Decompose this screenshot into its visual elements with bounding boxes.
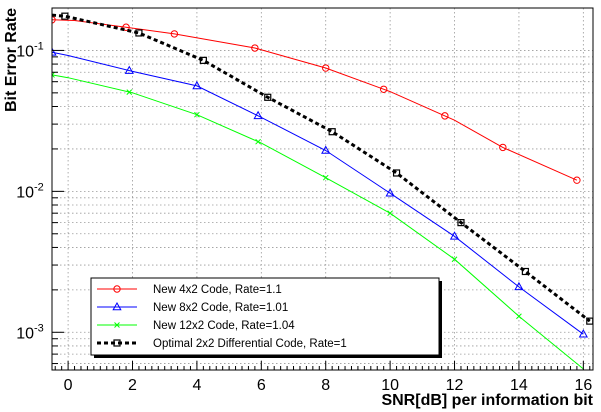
- data-point-x-stroke: [52, 72, 55, 76]
- data-point-triangle: [385, 188, 395, 197]
- x-tick-label: 14: [510, 377, 528, 394]
- data-point-circle: [113, 285, 121, 293]
- data-point-square: [521, 267, 529, 276]
- data-point-square: [135, 29, 143, 37]
- legend-label: New 4x2 Code, Rate=1.1: [153, 284, 282, 296]
- data-point-x-stroke: [126, 89, 133, 95]
- series: [52, 12, 593, 325]
- data-point-x: [387, 210, 393, 217]
- data-point-triangle: [124, 65, 134, 74]
- legend-label: New 8x2 Code, Rate=1.01: [153, 302, 288, 314]
- data-point-square: [264, 93, 272, 101]
- legend-entry: New 12x2 Code, Rate=1.04: [97, 320, 295, 332]
- data-point-x-stroke: [52, 74, 55, 78]
- data-point-triangle: [192, 80, 202, 90]
- y-axis-title: Bit Error Rate: [3, 8, 20, 112]
- grid: [52, 7, 593, 370]
- legend-entry: Optimal 2x2 Differential Code, Rate=1: [97, 338, 347, 350]
- data-point-triangle: [112, 301, 122, 311]
- data-point-x: [322, 174, 329, 181]
- data-point-triangle: [449, 231, 460, 240]
- data-point-x: [516, 313, 522, 320]
- data-point-circle: [441, 112, 449, 120]
- x-tick-label: 0: [64, 377, 73, 394]
- y-tick-label: 10: [16, 184, 34, 201]
- legend-label: New 12x2 Code, Rate=1.04: [153, 320, 295, 332]
- series: [52, 47, 588, 338]
- data-point-circle: [170, 30, 179, 38]
- data-point-x-stroke: [114, 322, 120, 328]
- data-point-square: [113, 339, 121, 347]
- x-tick-label: 12: [446, 377, 464, 394]
- data-point-triangle: [514, 281, 524, 291]
- series-layer: [52, 12, 593, 370]
- data-point-x: [114, 322, 120, 328]
- data-point-x-stroke: [255, 138, 261, 145]
- series-line: [52, 74, 584, 370]
- legend-box: [90, 277, 440, 356]
- ticks: [52, 7, 591, 370]
- series: [52, 72, 584, 370]
- data-point-square: [457, 219, 465, 227]
- data-point-x-stroke: [451, 256, 458, 263]
- legend-label: Optimal 2x2 Differential Code, Rate=1: [153, 338, 347, 350]
- data-point-square: [392, 169, 401, 177]
- data-point-x-stroke: [194, 111, 200, 118]
- data-point-triangle: [321, 145, 331, 154]
- data-point-circle: [122, 23, 130, 31]
- data-point-x-stroke: [516, 313, 522, 320]
- x-tick-label: 16: [574, 377, 592, 394]
- data-point-square: [328, 128, 336, 136]
- y-tick-exponent: -2: [34, 181, 44, 193]
- data-point-circle: [52, 16, 56, 24]
- x-tick-label: 8: [321, 377, 330, 394]
- x-axis-title: SNR[dB] per information bit: [381, 392, 593, 409]
- x-tick-label: 2: [128, 377, 137, 394]
- data-point-square: [61, 12, 69, 20]
- y-tick-label: 10: [16, 43, 34, 60]
- data-point-x: [52, 72, 55, 78]
- data-point-triangle: [52, 47, 57, 56]
- legend: New 4x2 Code, Rate=1.1 New 8x2 Code, Rate…: [90, 277, 442, 358]
- data-point-triangle: [578, 329, 588, 338]
- data-point-x-stroke: [387, 210, 393, 217]
- data-point-triangle: [253, 110, 263, 120]
- data-point-square: [199, 56, 207, 64]
- legend-entry: New 8x2 Code, Rate=1.01: [97, 301, 288, 314]
- data-point-x-stroke: [322, 174, 329, 181]
- data-point-circle: [499, 143, 507, 152]
- data-point-circle: [251, 44, 259, 52]
- plot-frame: [51, 7, 594, 371]
- data-point-circle: [573, 176, 581, 184]
- y-tick-label: 10: [16, 325, 34, 342]
- data-point-x: [126, 89, 133, 95]
- y-tick-exponent: -3: [34, 322, 44, 334]
- x-tick-label: 4: [192, 377, 201, 394]
- data-point-x: [194, 111, 200, 118]
- data-point-circle: [322, 64, 330, 72]
- data-point-x: [255, 138, 261, 145]
- x-tick-label: 6: [257, 377, 266, 394]
- y-tick-exponent: -1: [34, 40, 44, 52]
- legend-entry: New 4x2 Code, Rate=1.1: [97, 284, 282, 296]
- data-point-x: [451, 256, 458, 263]
- data-point-circle: [379, 85, 388, 93]
- series-line: [52, 13, 591, 323]
- x-tick-label: 10: [381, 377, 399, 394]
- series-line: [52, 51, 584, 335]
